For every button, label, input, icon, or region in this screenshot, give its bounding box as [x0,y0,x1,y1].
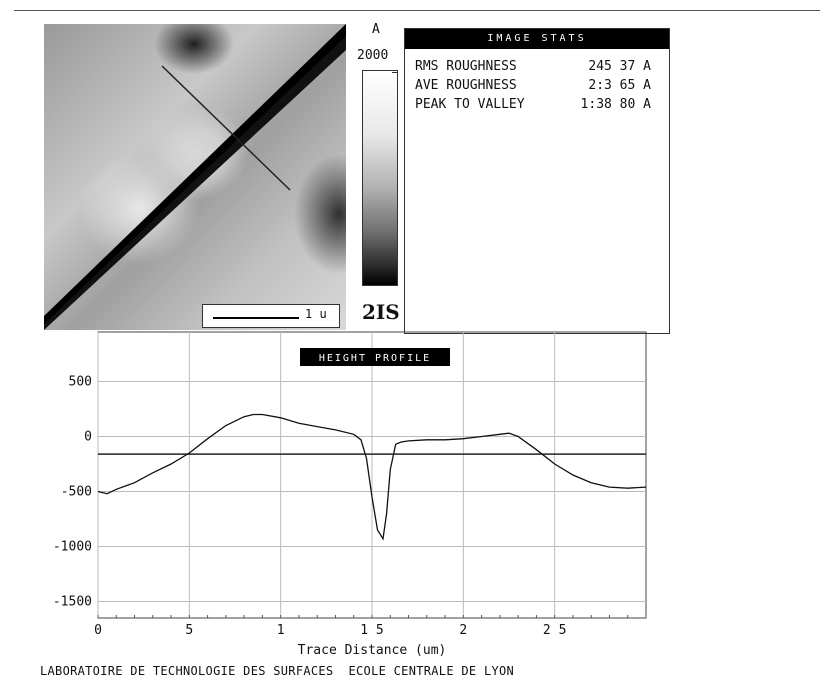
colorbar-unit: A [372,22,380,37]
y-tick-label: 500 [69,375,92,390]
logo: 2IS [362,300,400,324]
x-tick-label: 5 [185,623,193,638]
x-tick-label: 0 [94,623,102,638]
grid [97,332,647,618]
tick-labels: 0 5 1 1 5 2 2 5 500 0 -500 -1000 -1500 [53,375,567,639]
profile-trace-line [161,65,291,191]
stats-row-peak-valley: PEAK TO VALLEY 1:38 80 A [405,95,669,114]
y-tick-label: -1000 [53,540,92,555]
stats-row-rms: RMS ROUGHNESS 245 37 A [405,57,669,76]
footer-credit: LABORATOIRE DE TECHNOLOGIE DES SURFACES … [40,664,515,678]
stats-label: PEAK TO VALLEY [415,97,525,112]
chart-title: HEIGHT PROFILE [319,353,431,364]
stats-row-ave: AVE ROUGHNESS 2:3 65 A [405,76,669,95]
stats-value: 1:38 80 A [580,97,651,112]
afm-height-image: 1 u [44,24,346,330]
x-tick-label: 2 [459,623,467,638]
image-stats-panel: IMAGE STATS RMS ROUGHNESS 245 37 A AVE R… [404,28,670,334]
stats-value: 245 37 A [588,59,651,74]
scale-bar-label: 1 u [305,307,327,321]
afm-image-features [44,24,346,330]
y-tick-label: 0 [84,430,92,445]
height-colorbar [362,70,398,286]
trench-core [44,24,346,324]
chart-title-box [300,348,450,366]
profile-series-line [97,413,647,541]
y-tick-label: -1500 [53,595,92,610]
stats-value: 2:3 65 A [588,78,651,93]
x-tick-label: 1 5 [360,623,383,638]
stats-label: RMS ROUGHNESS [415,59,517,74]
y-tick-label: -500 [61,485,92,500]
colorbar-tick [392,72,398,73]
x-tick-label: 1 [277,623,285,638]
colorbar-max-label: 2000 [357,48,389,63]
top-rule [14,10,820,11]
scale-bar-line [213,317,299,319]
stats-label: AVE ROUGHNESS [415,78,517,93]
stats-header: IMAGE STATS [405,29,669,49]
x-axis-label: Trace Distance (um) [298,643,447,658]
height-profile-chart: 0 5 1 1 5 2 2 5 500 0 -500 -1000 -1500 HEIGHT PROF… [53,331,647,658]
scale-bar: 1 u [202,304,340,328]
x-tick-label: 2 5 [543,623,566,638]
